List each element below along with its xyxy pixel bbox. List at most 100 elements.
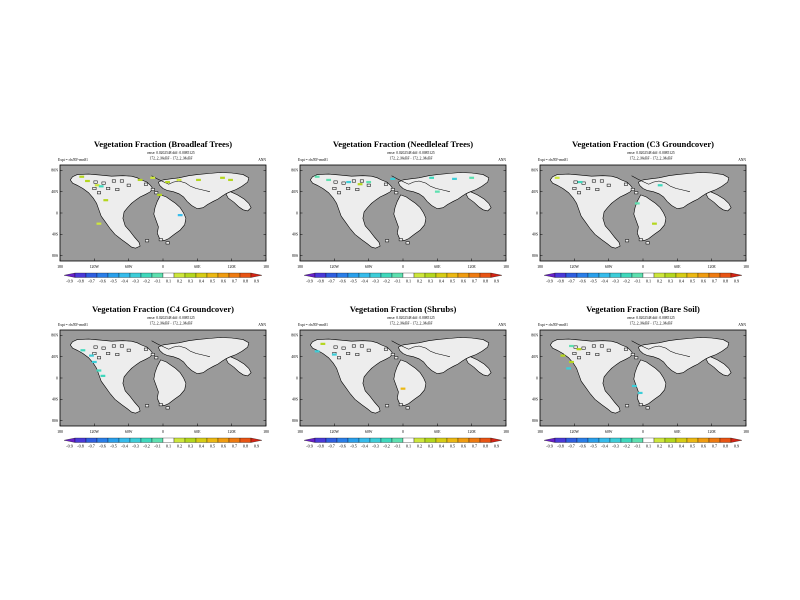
island — [97, 356, 101, 360]
colorbar-label: -0.9 — [306, 444, 313, 449]
x-tick-label: 180 — [537, 265, 543, 269]
island — [145, 404, 150, 408]
x-tick-label: 0 — [642, 265, 644, 269]
island — [337, 356, 341, 360]
island — [586, 352, 591, 355]
experiment-label: Expt = rfs/RV-rms81 — [538, 158, 568, 162]
island — [595, 353, 600, 356]
coastline — [631, 175, 690, 192]
panel-title: Vegetation Fraction (Broadleaf Trees) — [94, 139, 232, 149]
colorbar-swatch — [435, 272, 448, 278]
colorbar-swatch — [325, 272, 338, 278]
colorbar-swatch — [118, 272, 131, 278]
island — [332, 187, 337, 190]
season-label: ANN — [258, 323, 266, 327]
colorbar-label: 0.5 — [690, 444, 695, 449]
colorbar-swatch — [631, 272, 644, 278]
anomaly-cell — [576, 348, 582, 351]
coastline — [391, 175, 450, 192]
y-tick-label: 40S — [292, 398, 298, 402]
x-tick-label: 120E — [468, 265, 477, 269]
colorbar-swatch — [63, 272, 76, 278]
comparison-label: 172_2_MeBF - 172_2_MeBF — [630, 322, 673, 326]
y-tick-label: 80N — [51, 169, 58, 173]
anomaly-cell — [569, 344, 574, 348]
colorbar-swatch — [413, 272, 426, 278]
colorbar-swatch — [468, 437, 481, 443]
land-mass — [153, 359, 187, 407]
panel-title: Vegetation Fraction (Needleleaf Trees) — [333, 139, 473, 149]
rmse-label: rmse: 0.0202548 diff: 0.0085125 — [387, 151, 435, 155]
island — [355, 188, 360, 191]
colorbar-swatch — [325, 437, 338, 443]
colorbar-label: 0.7 — [712, 279, 717, 284]
anomaly-cell — [657, 184, 663, 187]
colorbar-label: -0.8 — [317, 279, 324, 284]
y-tick-label: 0 — [296, 376, 298, 380]
island — [645, 241, 650, 245]
island — [126, 183, 131, 187]
colorbar-label: -0.8 — [77, 444, 84, 449]
island — [101, 181, 106, 185]
y-tick-label: 0 — [56, 211, 58, 215]
x-tick-label: 60W — [365, 430, 373, 434]
colorbar-swatch — [598, 272, 611, 278]
colorbar-swatch — [609, 437, 622, 443]
anomaly-cell — [165, 180, 170, 184]
colorbar-label: -0.1 — [634, 279, 641, 284]
land-mass — [153, 194, 187, 242]
colorbar-label: -0.8 — [557, 444, 564, 449]
colorbar-swatch — [730, 272, 743, 278]
island — [333, 345, 338, 349]
y-tick-label: 80S — [52, 254, 58, 258]
island — [154, 356, 159, 360]
colorbar-swatch — [554, 272, 567, 278]
colorbar-swatch — [107, 272, 120, 278]
land-mass — [549, 173, 634, 249]
season-label: ANN — [498, 158, 506, 162]
anomaly-cell — [320, 342, 326, 345]
anomaly-cell — [94, 184, 100, 187]
colorbar-swatch — [151, 272, 164, 278]
land-mass — [309, 173, 394, 249]
anomaly-cell — [566, 367, 572, 370]
panel-title: Vegetation Fraction (Shrubs) — [350, 304, 457, 314]
colorbar-swatch — [129, 437, 142, 443]
colorbar-label: 0.8 — [723, 279, 728, 284]
island — [150, 188, 155, 191]
panel-title: Vegetation Fraction (Bare Soil) — [586, 304, 700, 314]
colorbar-label: 0.9 — [254, 444, 259, 449]
colorbar-swatch — [85, 437, 98, 443]
season-label: ANN — [738, 158, 746, 162]
x-tick-label: 60W — [605, 265, 613, 269]
y-tick-label: 80N — [531, 334, 538, 338]
anomaly-cell — [314, 175, 320, 178]
island — [577, 356, 581, 360]
colorbar-swatch — [369, 272, 382, 278]
x-tick-label: 120E — [228, 430, 237, 434]
colorbar-label: 0.7 — [232, 444, 237, 449]
island — [591, 344, 596, 348]
colorbar-swatch — [565, 272, 578, 278]
colorbar-swatch — [217, 437, 230, 443]
y-tick-label: 80N — [291, 334, 298, 338]
colorbar-label: -0.9 — [306, 279, 313, 284]
colorbar-swatch — [468, 272, 481, 278]
colorbar-swatch — [620, 272, 633, 278]
y-tick-label: 40N — [291, 355, 298, 359]
x-tick-label: 180 — [57, 430, 63, 434]
comparison-label: 172_2_MeBF - 172_2_MeBF — [390, 157, 433, 161]
colorbar-label: 0.9 — [494, 279, 499, 284]
colorbar-swatch — [576, 272, 589, 278]
colorbar-swatch — [96, 437, 109, 443]
colorbar-label: -0.7 — [568, 444, 575, 449]
colorbar-swatch — [653, 437, 666, 443]
colorbar-label: -0.3 — [372, 279, 379, 284]
island — [390, 353, 395, 356]
island — [93, 345, 98, 349]
land-mass — [225, 191, 252, 212]
colorbar-swatch — [402, 272, 415, 278]
island — [158, 403, 163, 407]
colorbar-swatch — [195, 272, 208, 278]
